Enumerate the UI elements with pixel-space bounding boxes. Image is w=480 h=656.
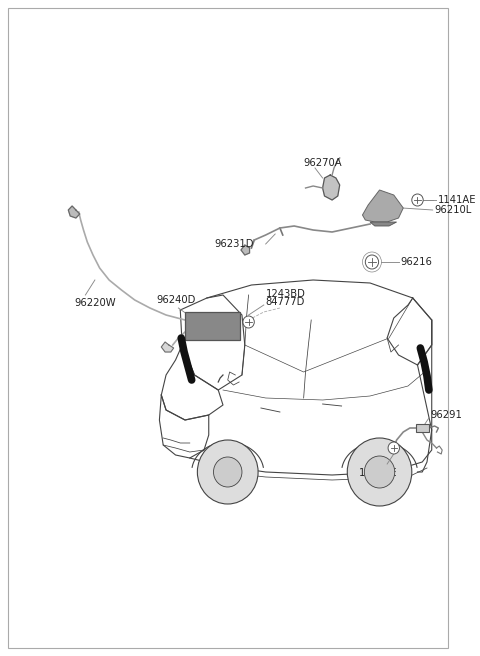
Circle shape (197, 440, 258, 504)
Text: 96231D: 96231D (215, 239, 254, 249)
Polygon shape (370, 222, 396, 226)
Text: 96216: 96216 (400, 257, 432, 267)
Text: 84777D: 84777D (265, 297, 305, 307)
Text: 96210L: 96210L (434, 205, 472, 215)
Circle shape (348, 438, 412, 506)
Circle shape (243, 316, 254, 328)
Circle shape (364, 456, 395, 488)
Polygon shape (241, 245, 250, 255)
Circle shape (214, 457, 242, 487)
Circle shape (365, 255, 379, 269)
Text: 96220W: 96220W (74, 298, 116, 308)
Polygon shape (362, 190, 403, 222)
Text: 96240D: 96240D (157, 295, 196, 305)
Polygon shape (161, 342, 174, 352)
Text: 96270A: 96270A (303, 158, 342, 168)
Polygon shape (323, 175, 340, 200)
Bar (185, 312, 240, 340)
Polygon shape (68, 206, 80, 218)
Text: 1243BD: 1243BD (265, 289, 306, 299)
Circle shape (388, 442, 399, 454)
Circle shape (412, 194, 423, 206)
Text: 96291: 96291 (431, 410, 463, 420)
Text: 1141AE: 1141AE (359, 468, 397, 478)
Text: 1141AE: 1141AE (438, 195, 477, 205)
Bar (416, 424, 429, 432)
